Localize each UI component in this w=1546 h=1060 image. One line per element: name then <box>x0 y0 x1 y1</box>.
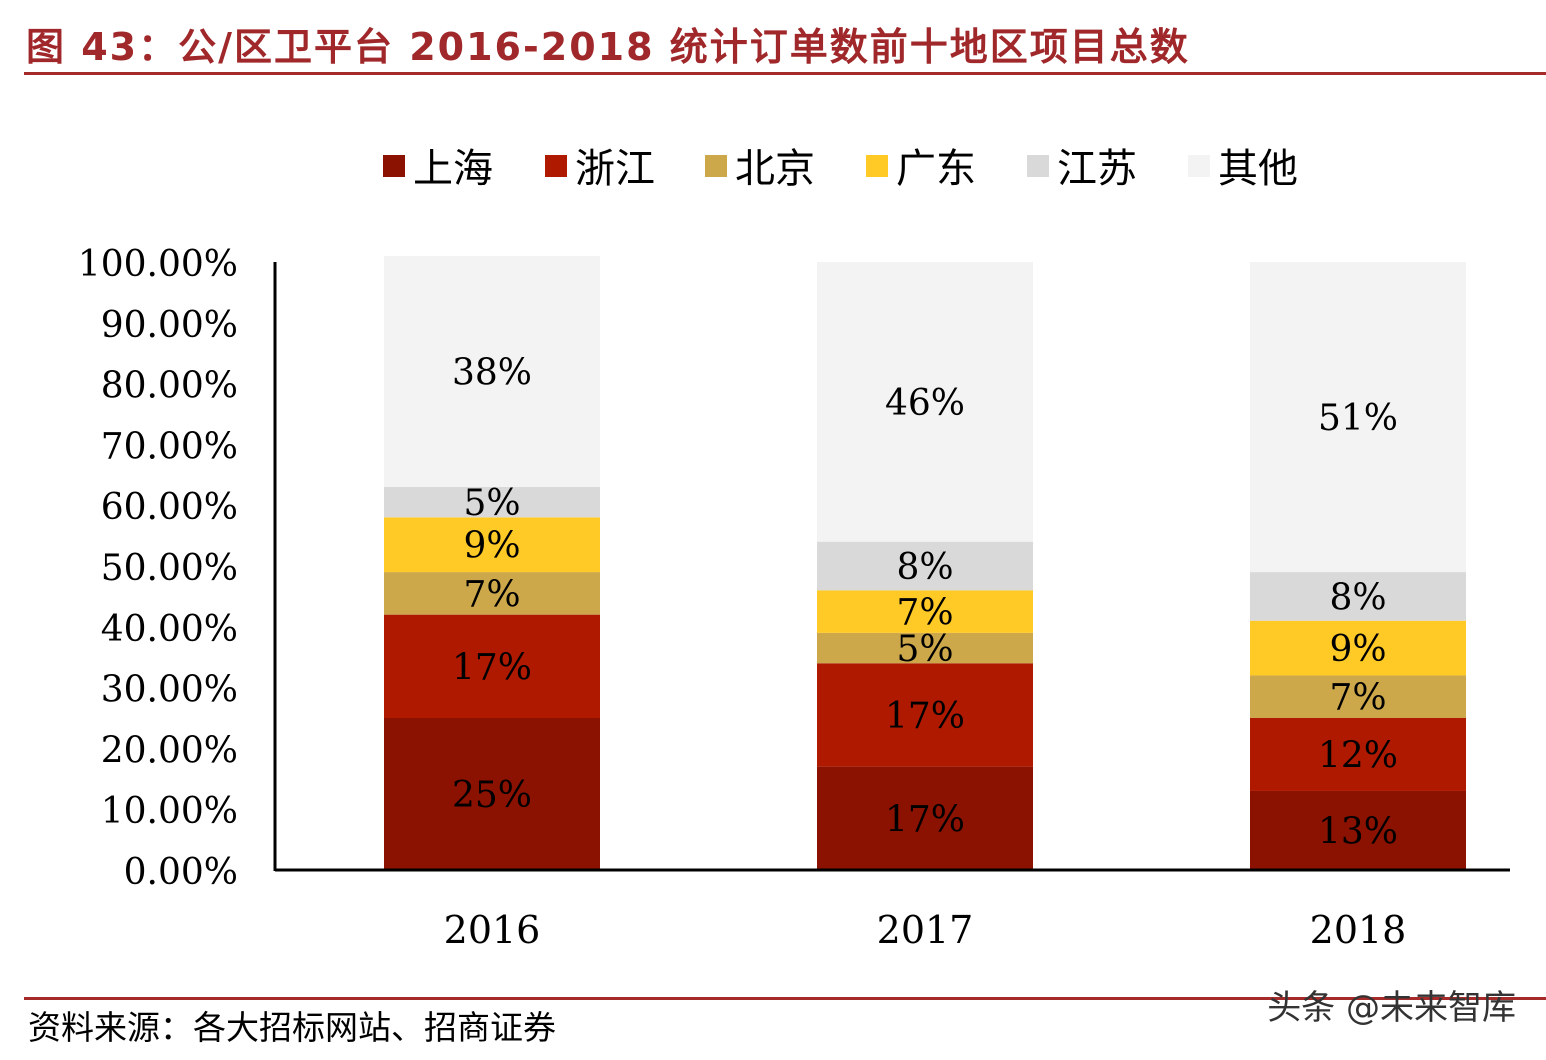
bar-segment-2017-4 <box>817 590 1033 633</box>
data-label-2018-1: 13% <box>1318 811 1398 852</box>
legend-label-1: 上海 <box>413 146 493 192</box>
y-tick-label: 50.00% <box>101 548 238 589</box>
watermark: 头条 @未来智库 <box>1267 988 1516 1028</box>
data-label-2018-3: 7% <box>1329 678 1386 719</box>
title-rule <box>24 72 1546 75</box>
bar-segment-2018-4 <box>1250 620 1466 676</box>
data-label-2016-5: 5% <box>463 483 520 524</box>
data-label-layer: 25%17%7%9%5%38%17%17%5%7%8%46%13%12%7%9%… <box>452 352 1398 852</box>
y-tick-label: 0.00% <box>124 852 238 893</box>
figure-title: 图 43：公/区卫平台 2016-2018 统计订单数前十地区项目总数 <box>26 25 1190 69</box>
bar-segment-2018-5 <box>1250 572 1466 621</box>
legend-swatch-3 <box>705 155 727 177</box>
data-label-2016-3: 7% <box>463 574 520 615</box>
y-tick-label: 40.00% <box>101 609 238 650</box>
axes <box>273 262 1510 872</box>
x-tick-label: 2018 <box>1310 908 1407 952</box>
data-label-2017-2: 17% <box>885 696 965 737</box>
data-label-2016-4: 9% <box>463 526 520 567</box>
source-note: 资料来源：各大招标网站、招商证券 <box>28 1008 556 1047</box>
bar-segment-2017-6 <box>817 262 1033 542</box>
data-label-2016-1: 25% <box>452 775 532 816</box>
legend-swatch-2 <box>545 155 567 177</box>
legend-swatch-1 <box>383 155 405 177</box>
legend-label-5: 江苏 <box>1057 146 1137 192</box>
data-label-2017-6: 46% <box>885 383 965 424</box>
legend-swatch-4 <box>866 155 888 177</box>
bar-segment-2018-2 <box>1250 718 1466 791</box>
legend-swatch-6 <box>1188 155 1210 177</box>
data-label-2018-4: 9% <box>1329 629 1386 670</box>
x-tick-label: 2016 <box>444 908 541 952</box>
data-label-2018-5: 8% <box>1329 577 1386 618</box>
y-tick-label: 60.00% <box>101 487 238 528</box>
y-tick-label: 30.00% <box>101 670 238 711</box>
bar-segment-2016-2 <box>384 614 600 718</box>
y-tick-label: 10.00% <box>101 791 238 832</box>
data-label-2018-6: 51% <box>1318 398 1398 439</box>
bar-segment-2018-1 <box>1250 790 1466 870</box>
data-label-2016-6: 38% <box>452 352 532 393</box>
bar-layer <box>384 255 1466 870</box>
data-label-2016-2: 17% <box>452 647 532 688</box>
y-tick-label: 20.00% <box>101 730 238 771</box>
y-tick-label: 100.00% <box>78 244 238 285</box>
chart-legend: 上海 浙江 北京 广东 江苏 其他 <box>383 146 1298 192</box>
bar-segment-2016-1 <box>384 718 600 870</box>
legend-label-4: 广东 <box>896 146 976 192</box>
bar-segment-2016-5 <box>384 486 600 518</box>
legend-swatch-5 <box>1027 155 1049 177</box>
data-label-2017-3: 5% <box>896 629 953 670</box>
x-axis-tick-labels: 2016 2017 2018 <box>444 908 1407 952</box>
data-label-2018-2: 12% <box>1318 735 1398 776</box>
y-tick-label: 90.00% <box>101 305 238 346</box>
bar-segment-2016-4 <box>384 517 600 573</box>
bar-segment-2018-3 <box>1250 675 1466 718</box>
y-tick-label: 80.00% <box>101 366 238 407</box>
legend-label-6: 其他 <box>1218 146 1298 192</box>
bar-segment-2017-5 <box>817 541 1033 591</box>
bar-segment-2016-6 <box>384 255 600 487</box>
bar-segment-2017-2 <box>817 663 1033 767</box>
bar-segment-2018-6 <box>1250 262 1466 573</box>
legend-label-2: 浙江 <box>575 146 655 192</box>
x-tick-label: 2017 <box>877 908 974 952</box>
data-label-2017-4: 7% <box>896 593 953 634</box>
source-rule <box>24 997 1546 1000</box>
y-tick-label: 70.00% <box>101 426 238 467</box>
y-axis-tick-labels: 0.00% 10.00% 20.00% 30.00% 40.00% 50.00% 60.00… <box>78 244 238 893</box>
data-label-2017-5: 8% <box>896 547 953 588</box>
legend-label-3: 北京 <box>735 146 815 192</box>
bar-segment-2017-3 <box>817 632 1033 664</box>
bar-segment-2016-3 <box>384 572 600 615</box>
bar-segment-2017-1 <box>817 766 1033 870</box>
data-label-2017-1: 17% <box>885 799 965 840</box>
